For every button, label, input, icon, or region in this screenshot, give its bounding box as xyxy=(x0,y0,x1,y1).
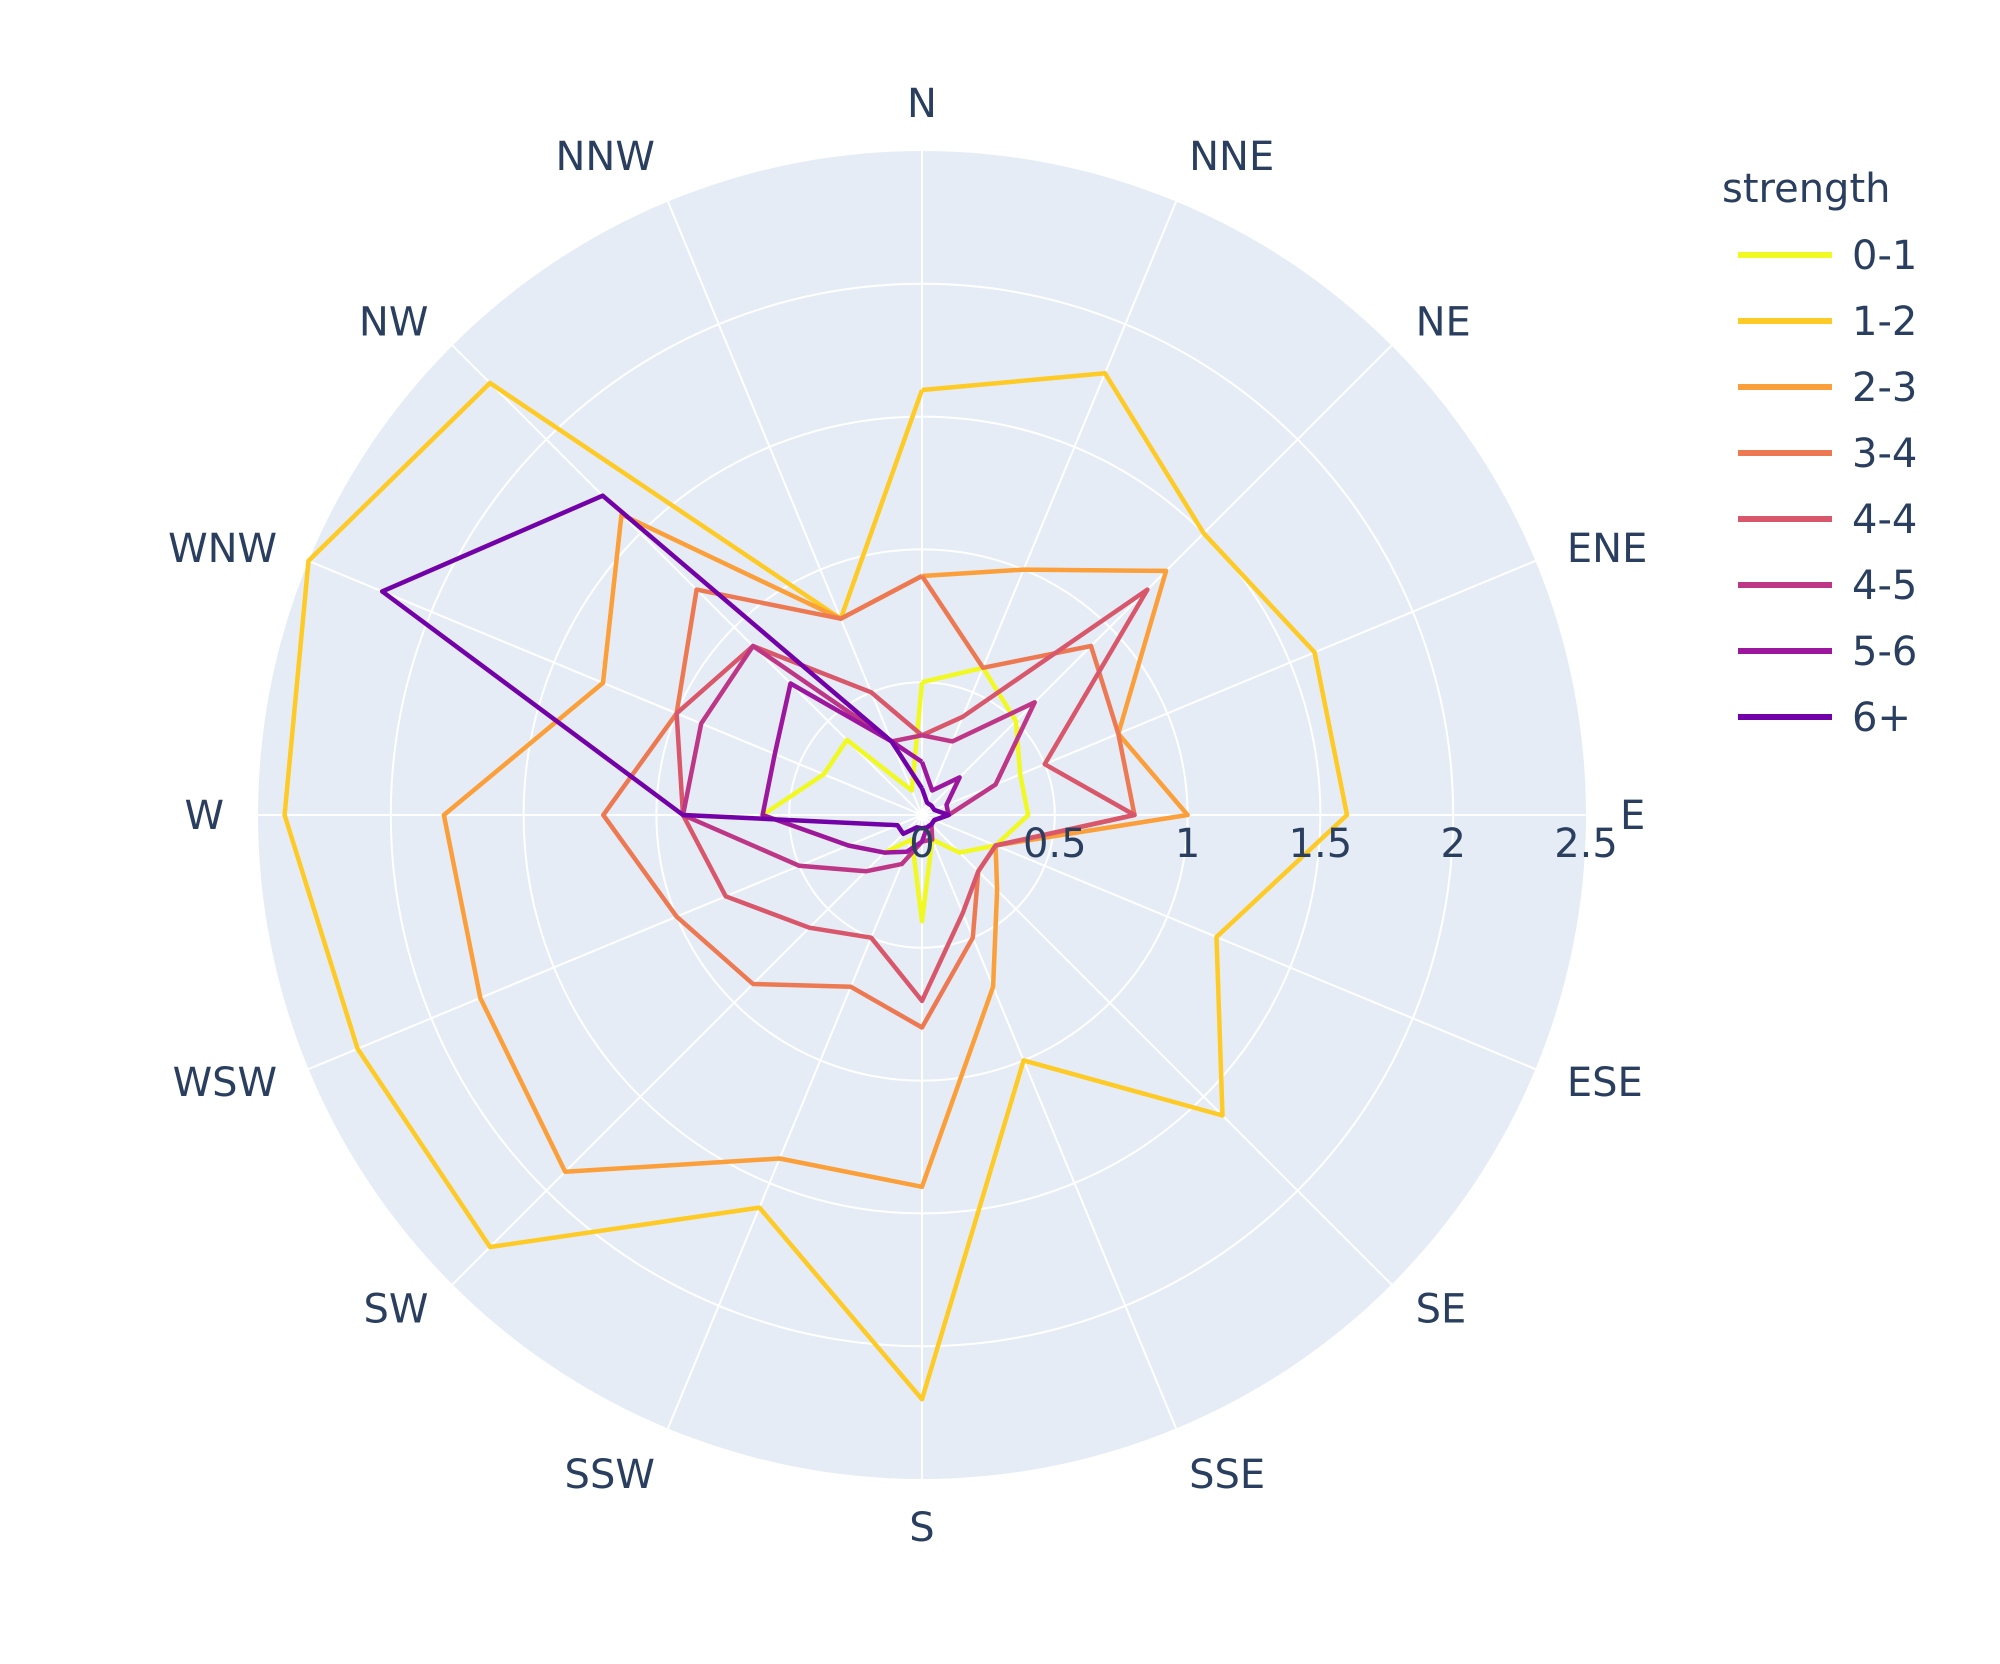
angular-label-SW: SW xyxy=(363,1287,428,1333)
grid-spoke xyxy=(308,559,923,816)
legend-label-0-1[interactable]: 0-1 xyxy=(1852,233,1917,279)
angular-label-SE: SE xyxy=(1416,1287,1467,1333)
legend-label-4-5[interactable]: 4-5 xyxy=(1852,563,1917,609)
angular-label-NNE: NNE xyxy=(1189,134,1274,180)
radial-tick-label: 2 xyxy=(1440,821,1465,867)
grid-spoke xyxy=(921,814,1178,1429)
series-line-6+[interactable] xyxy=(379,493,951,837)
angular-label-W: W xyxy=(184,793,224,839)
legend-label-5-6[interactable]: 5-6 xyxy=(1852,629,1917,675)
grid-spoke xyxy=(451,344,923,816)
grid-spoke xyxy=(921,201,1178,816)
legend-label-1-2[interactable]: 1-2 xyxy=(1852,299,1917,345)
angular-label-WNW: WNW xyxy=(168,526,277,572)
angular-label-ENE: ENE xyxy=(1567,526,1647,572)
grid-spoke xyxy=(921,559,1536,816)
angular-label-N: N xyxy=(907,81,937,127)
legend-label-4-4[interactable]: 4-4 xyxy=(1852,497,1917,543)
angular-label-ESE: ESE xyxy=(1567,1060,1643,1106)
angular-axis-labels: N NNE NE ENE E ESE SE SSE S SSW SW WSW W WNW NW NNW xyxy=(168,81,1647,1551)
angular-label-S: S xyxy=(909,1505,934,1551)
legend-label-2-3[interactable]: 2-3 xyxy=(1852,365,1917,411)
series-line-3-4[interactable] xyxy=(601,574,1137,1030)
angular-label-WSW: WSW xyxy=(173,1060,278,1106)
series-line-5-6[interactable] xyxy=(760,681,962,855)
legend-label-3-4[interactable]: 3-4 xyxy=(1852,431,1917,477)
legend[interactable]: strength 0-1 1-2 2-3 3-4 4-4 4-5 5-6 6+ xyxy=(1722,166,1917,741)
legend-label-6+[interactable]: 6+ xyxy=(1852,695,1911,741)
radial-tick-label: 2.5 xyxy=(1554,821,1618,867)
series-line-0-1[interactable] xyxy=(760,665,1031,924)
radial-tick-label: 0 xyxy=(909,821,934,867)
series-line-4-4[interactable] xyxy=(674,587,1150,1004)
polar-grid xyxy=(258,151,1586,1479)
series-line-1-2[interactable] xyxy=(282,371,1350,1402)
angular-label-SSE: SSE xyxy=(1189,1452,1265,1498)
radial-tick-label: 0.5 xyxy=(1023,821,1087,867)
grid-spoke xyxy=(921,814,1536,1071)
grid-spoke xyxy=(921,344,1393,816)
angular-label-NE: NE xyxy=(1416,299,1471,345)
angular-label-NNW: NNW xyxy=(555,134,654,180)
grid-spoke xyxy=(451,814,923,1286)
radial-tick-label: 1 xyxy=(1175,821,1200,867)
angular-label-E: E xyxy=(1620,793,1645,839)
grid-spoke xyxy=(921,814,1393,1286)
radial-tick-label: 1.5 xyxy=(1289,821,1353,867)
angular-label-NW: NW xyxy=(359,299,428,345)
radial-axis-labels: 0 0.5 1 1.5 2 2.5 xyxy=(909,821,1618,867)
grid-spoke xyxy=(666,814,923,1429)
grid-spoke xyxy=(666,201,923,816)
grid-spoke xyxy=(308,814,923,1071)
angular-label-SSW: SSW xyxy=(565,1452,655,1498)
series-layer xyxy=(282,371,1350,1402)
legend-title: strength xyxy=(1722,166,1890,212)
series-line-2-3[interactable] xyxy=(441,512,1190,1190)
